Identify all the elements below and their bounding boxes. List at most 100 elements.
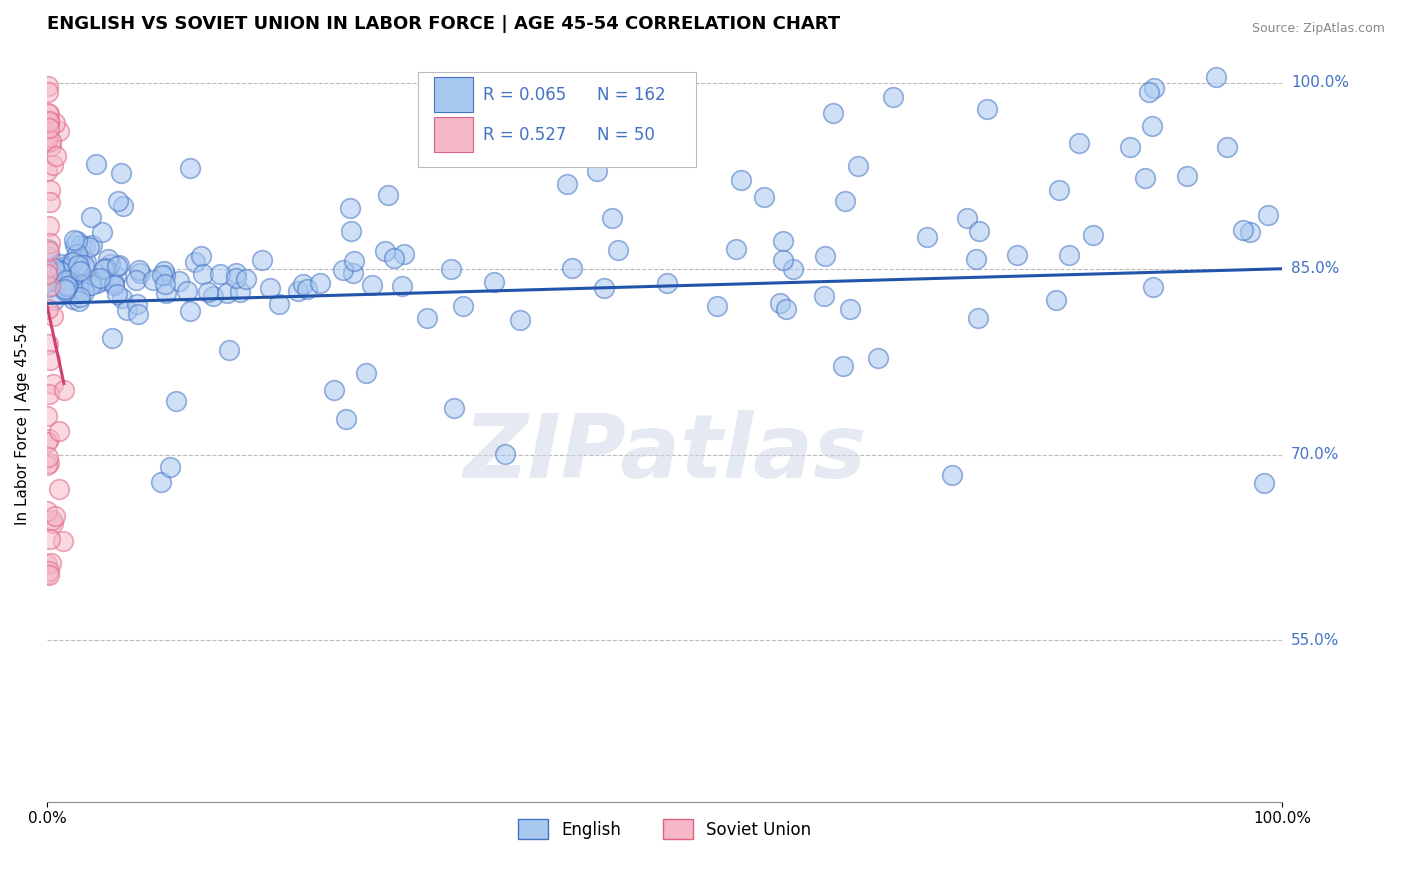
Point bbox=[69, 264, 91, 278]
Point bbox=[382, 251, 405, 265]
Point bbox=[1142, 279, 1164, 293]
Point bbox=[607, 243, 630, 257]
Point bbox=[142, 273, 165, 287]
Point bbox=[443, 401, 465, 416]
Point bbox=[252, 252, 274, 267]
Point bbox=[340, 224, 363, 238]
Point bbox=[839, 301, 862, 316]
Point bbox=[63, 233, 86, 247]
Point bbox=[129, 266, 152, 280]
Point bbox=[176, 284, 198, 298]
Point bbox=[846, 159, 869, 173]
Text: N = 50: N = 50 bbox=[596, 126, 655, 144]
Point bbox=[1057, 247, 1080, 261]
Point bbox=[108, 258, 131, 272]
Point bbox=[197, 285, 219, 299]
Point bbox=[441, 96, 464, 111]
Legend: English, Soviet Union: English, Soviet Union bbox=[512, 813, 818, 847]
Point bbox=[208, 267, 231, 281]
Point bbox=[38, 115, 60, 129]
Point bbox=[55, 279, 77, 293]
Point bbox=[585, 163, 607, 178]
Point bbox=[75, 254, 97, 268]
Point bbox=[39, 195, 62, 210]
Point bbox=[44, 293, 66, 307]
Point bbox=[105, 259, 128, 273]
Point bbox=[56, 279, 79, 293]
Text: 55.0%: 55.0% bbox=[1291, 633, 1339, 648]
Point bbox=[59, 262, 82, 277]
Text: 100.0%: 100.0% bbox=[1291, 75, 1348, 90]
Point bbox=[82, 237, 104, 252]
Point bbox=[38, 114, 60, 128]
Point bbox=[769, 296, 792, 310]
Point bbox=[782, 262, 804, 277]
Point bbox=[834, 194, 856, 208]
Point bbox=[35, 503, 58, 517]
Point bbox=[51, 261, 73, 276]
Point bbox=[105, 286, 128, 301]
Point bbox=[1047, 183, 1070, 197]
Point bbox=[58, 277, 80, 291]
Point bbox=[128, 262, 150, 277]
Point bbox=[201, 289, 224, 303]
Point bbox=[84, 157, 107, 171]
Point bbox=[1119, 139, 1142, 153]
Point bbox=[58, 260, 80, 275]
Point bbox=[38, 568, 60, 582]
Point bbox=[882, 90, 904, 104]
Point bbox=[269, 297, 291, 311]
Point bbox=[309, 277, 332, 291]
Point bbox=[48, 424, 70, 438]
Point bbox=[287, 285, 309, 299]
Point bbox=[66, 247, 89, 261]
Point bbox=[100, 273, 122, 287]
Point bbox=[44, 509, 66, 524]
Point bbox=[39, 557, 62, 571]
Point bbox=[69, 277, 91, 292]
Point bbox=[66, 234, 89, 248]
Point bbox=[37, 434, 59, 449]
Point bbox=[38, 121, 60, 136]
Point bbox=[724, 242, 747, 256]
Text: ENGLISH VS SOVIET UNION IN LABOR FORCE | AGE 45-54 CORRELATION CHART: ENGLISH VS SOVIET UNION IN LABOR FORCE |… bbox=[46, 15, 841, 33]
Point bbox=[53, 285, 76, 299]
Text: N = 162: N = 162 bbox=[596, 86, 665, 103]
Point bbox=[482, 275, 505, 289]
Point bbox=[1253, 476, 1275, 491]
Point bbox=[89, 274, 111, 288]
Point bbox=[44, 116, 66, 130]
Point bbox=[335, 412, 357, 426]
Point bbox=[46, 275, 69, 289]
Point bbox=[66, 279, 89, 293]
Point bbox=[1135, 171, 1157, 186]
Point bbox=[72, 285, 94, 299]
Point bbox=[391, 279, 413, 293]
Point bbox=[37, 450, 59, 464]
Point bbox=[38, 280, 60, 294]
Point bbox=[440, 261, 463, 276]
Point bbox=[915, 230, 938, 244]
Point bbox=[38, 533, 60, 547]
Point bbox=[153, 277, 176, 292]
Point bbox=[342, 266, 364, 280]
Point bbox=[35, 261, 58, 276]
Point bbox=[218, 343, 240, 358]
Point bbox=[730, 172, 752, 186]
Point bbox=[831, 359, 853, 373]
Point bbox=[52, 265, 75, 279]
Point bbox=[37, 135, 59, 149]
Point bbox=[956, 211, 979, 226]
Point bbox=[59, 285, 82, 299]
Point bbox=[1139, 85, 1161, 99]
Point bbox=[37, 267, 59, 281]
Point bbox=[112, 199, 135, 213]
Point bbox=[494, 447, 516, 461]
Point bbox=[49, 264, 72, 278]
FancyBboxPatch shape bbox=[418, 72, 696, 167]
Point bbox=[45, 268, 67, 282]
Point bbox=[557, 177, 579, 191]
Point bbox=[38, 279, 60, 293]
Point bbox=[59, 255, 82, 269]
Text: ZIPatlas: ZIPatlas bbox=[463, 410, 866, 498]
